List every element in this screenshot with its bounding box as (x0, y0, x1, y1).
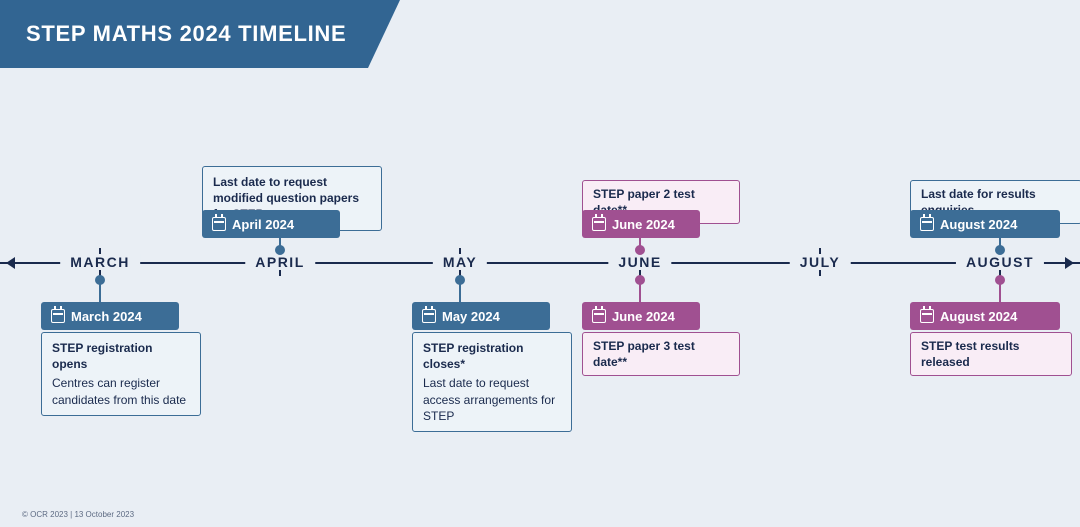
footer-copyright: © OCR 2023 | 13 October 2023 (22, 510, 134, 519)
date-chip: May 2024 (412, 302, 550, 330)
connector-stem (99, 280, 101, 304)
timeline-axis (0, 262, 1080, 264)
event-body: Last date to request access arrangements… (423, 375, 561, 424)
connector-stem (999, 280, 1001, 304)
event-body: Centres can register candidates from thi… (52, 375, 190, 407)
event-heading: STEP paper 3 test date** (593, 338, 729, 370)
calendar-icon (592, 217, 606, 231)
calendar-icon (592, 309, 606, 323)
event-heading: STEP test results released (921, 338, 1061, 370)
connector-stem (639, 280, 641, 304)
date-chip: August 2024 (910, 302, 1060, 330)
chip-label: May 2024 (442, 309, 500, 324)
event-heading: STEP registration opens (52, 340, 190, 372)
chip-label: June 2024 (612, 309, 675, 324)
connector-stem (459, 280, 461, 304)
chip-label: March 2024 (71, 309, 142, 324)
connector-dot (995, 245, 1005, 255)
date-chip: June 2024 (582, 210, 700, 238)
connector-dot (275, 245, 285, 255)
date-chip: March 2024 (41, 302, 179, 330)
date-chip: June 2024 (582, 302, 700, 330)
date-chip: April 2024 (202, 210, 340, 238)
event-card: STEP registration closes* Last date to r… (412, 332, 572, 432)
axis-tick-march: MARCH (99, 248, 101, 276)
axis-tick-may: MAY (459, 248, 461, 276)
page-title: STEP MATHS 2024 TIMELINE (0, 21, 346, 47)
chip-label: August 2024 (940, 309, 1017, 324)
event-heading: STEP registration closes* (423, 340, 561, 372)
chip-label: June 2024 (612, 217, 675, 232)
calendar-icon (920, 309, 934, 323)
event-card: STEP registration opens Centres can regi… (41, 332, 201, 416)
connector-dot (635, 245, 645, 255)
date-chip: August 2024 (910, 210, 1060, 238)
calendar-icon (920, 217, 934, 231)
title-banner: STEP MATHS 2024 TIMELINE (0, 0, 400, 68)
event-card: STEP paper 3 test date** (582, 332, 740, 376)
calendar-icon (422, 309, 436, 323)
chip-label: August 2024 (940, 217, 1017, 232)
event-card: STEP test results released (910, 332, 1072, 376)
axis-tick-july: JULY (819, 248, 821, 276)
calendar-icon (51, 309, 65, 323)
chip-label: April 2024 (232, 217, 294, 232)
calendar-icon (212, 217, 226, 231)
